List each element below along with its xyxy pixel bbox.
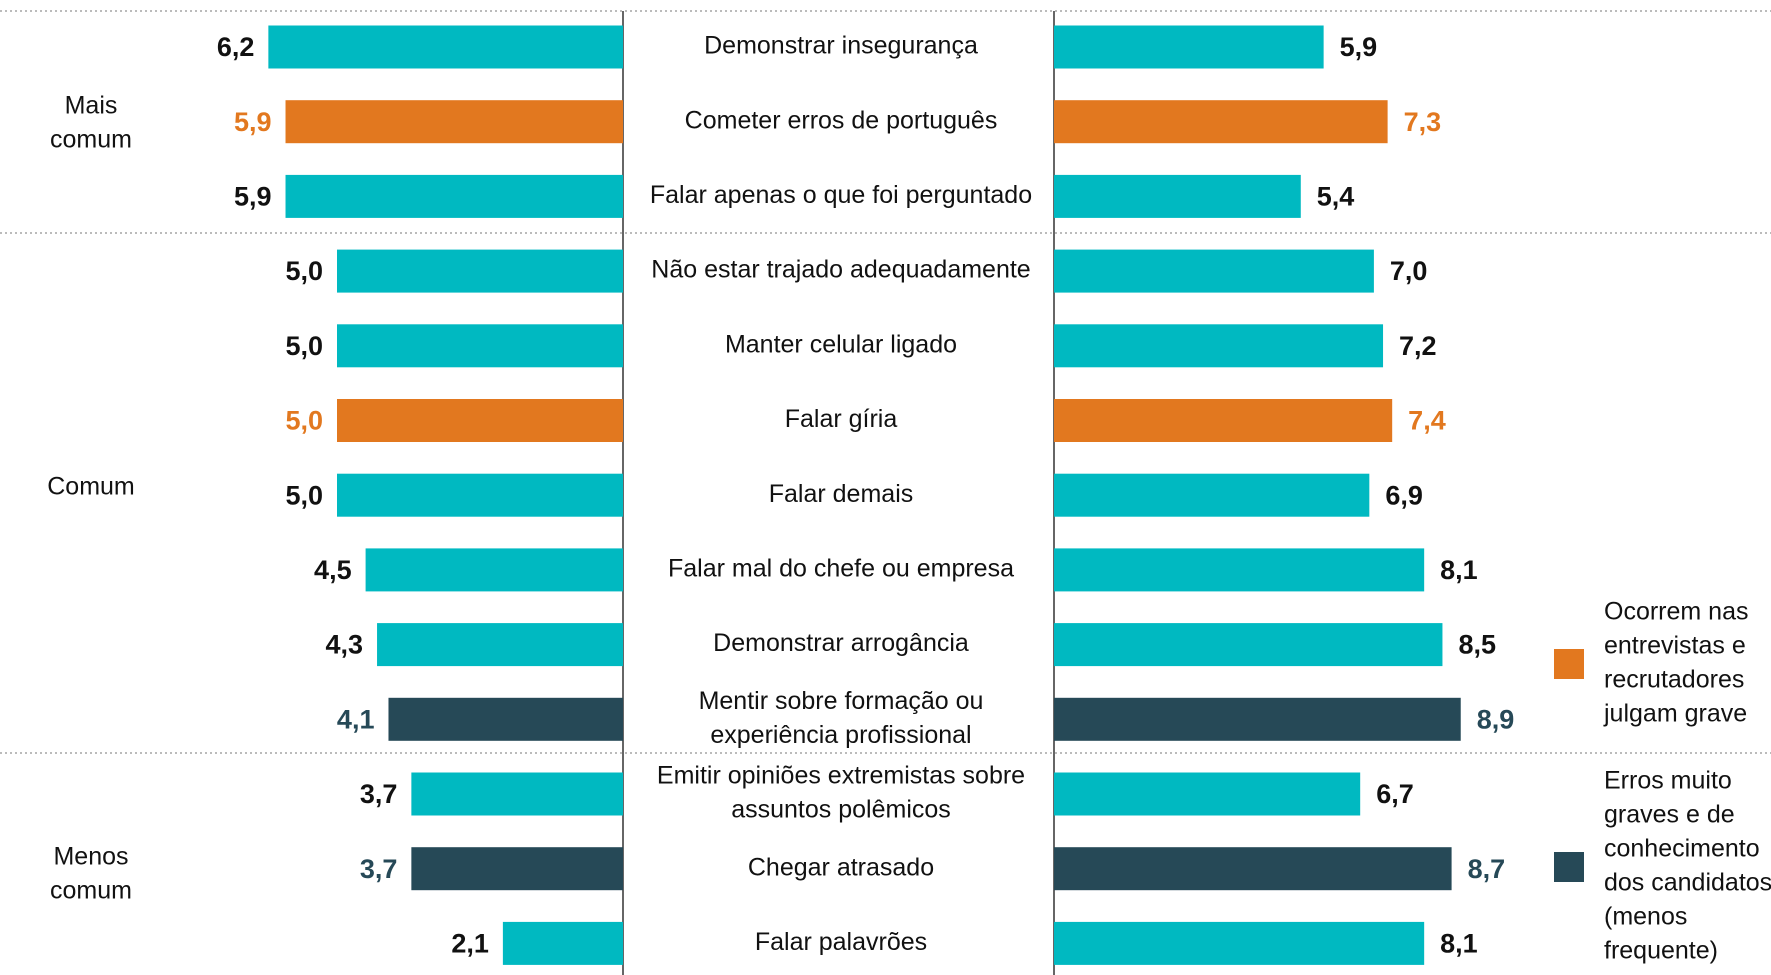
value-label: 3,7 [360, 854, 398, 884]
value-label: 7,3 [1404, 107, 1442, 137]
legend-label: Ocorrem nas [1604, 598, 1748, 626]
bar [1054, 473, 1370, 517]
group-label: comum [50, 126, 132, 154]
category-label: Cometer erros de português [685, 106, 998, 134]
legend-label: dos candidatos [1604, 869, 1771, 897]
value-label: 2,1 [451, 929, 489, 959]
bar [388, 697, 623, 741]
value-label: 4,1 [337, 704, 375, 734]
bar [1054, 100, 1388, 144]
value-label: 8,5 [1458, 630, 1496, 660]
bar [337, 399, 623, 442]
bar [268, 25, 623, 69]
value-label: 5,0 [285, 256, 323, 286]
bar [1054, 772, 1361, 816]
legend-swatch [1554, 649, 1584, 679]
value-label: 5,0 [285, 480, 323, 510]
category-label: Chegar atrasado [748, 853, 934, 881]
legend-label: (menos [1604, 903, 1687, 931]
value-label: 5,9 [1340, 32, 1378, 62]
legend-label: graves e de [1604, 801, 1735, 829]
category-label: Falar mal do chefe ou empresa [668, 555, 1014, 583]
category-label: Demonstrar arrogância [713, 629, 969, 657]
value-label: 4,3 [325, 630, 363, 660]
value-label: 5,0 [285, 331, 323, 361]
value-label: 8,1 [1440, 929, 1478, 959]
category-label: Mentir sobre formação ou [699, 687, 984, 715]
category-label: Manter celular ligado [725, 330, 957, 358]
group-label: Menos [53, 843, 128, 871]
bar [285, 100, 623, 144]
value-label: 6,9 [1385, 480, 1423, 510]
bar [1054, 399, 1393, 442]
value-label: 8,9 [1477, 704, 1515, 734]
category-label: assuntos polêmicos [731, 796, 951, 824]
category-label: Emitir opiniões extremistas sobre [657, 762, 1025, 790]
value-label: 7,0 [1390, 256, 1428, 286]
bar [1054, 697, 1461, 741]
bar [1054, 25, 1324, 69]
value-label: 8,7 [1468, 854, 1506, 884]
group-label: comum [50, 877, 132, 905]
value-label: 5,9 [234, 107, 272, 137]
legend-label: Erros muito [1604, 767, 1732, 795]
bar [1054, 623, 1443, 667]
legend-swatch [1554, 852, 1584, 882]
bar [337, 324, 623, 368]
value-label: 5,0 [285, 406, 323, 436]
category-label: experiência profissional [710, 721, 971, 749]
bar [1054, 174, 1301, 218]
group-label: Mais [65, 92, 118, 120]
bar [1054, 847, 1452, 891]
bar [365, 548, 623, 592]
bar [411, 847, 623, 891]
bar [411, 772, 623, 816]
legend-label: conhecimento [1604, 835, 1760, 863]
legend-label: entrevistas e [1604, 632, 1746, 660]
legend-label: recrutadores [1604, 666, 1744, 694]
value-label: 7,2 [1399, 331, 1437, 361]
value-label: 8,1 [1440, 555, 1478, 585]
value-label: 6,7 [1376, 779, 1414, 809]
bar [337, 249, 623, 293]
category-label: Falar apenas o que foi perguntado [650, 181, 1032, 209]
category-label: Falar gíria [785, 405, 898, 433]
value-label: 4,5 [314, 555, 352, 585]
category-label: Falar demais [769, 480, 914, 508]
bar [285, 174, 623, 218]
bar [377, 623, 623, 667]
bar [337, 473, 623, 517]
legend-label: frequente) [1604, 937, 1718, 965]
bar [1054, 548, 1425, 592]
bar [1054, 249, 1374, 293]
bar [1054, 324, 1384, 368]
value-label: 7,4 [1408, 406, 1446, 436]
bar [1054, 921, 1425, 965]
category-label: Falar palavrões [755, 928, 927, 956]
bar [502, 921, 623, 965]
value-label: 5,4 [1317, 182, 1355, 212]
value-label: 3,7 [360, 779, 398, 809]
value-label: 5,9 [234, 182, 272, 212]
value-label: 6,2 [217, 32, 255, 62]
category-label: Não estar trajado adequadamente [651, 256, 1030, 284]
category-label: Demonstrar insegurança [704, 32, 978, 60]
group-label: Comum [47, 473, 135, 501]
legend-label: julgam grave [1603, 700, 1747, 728]
